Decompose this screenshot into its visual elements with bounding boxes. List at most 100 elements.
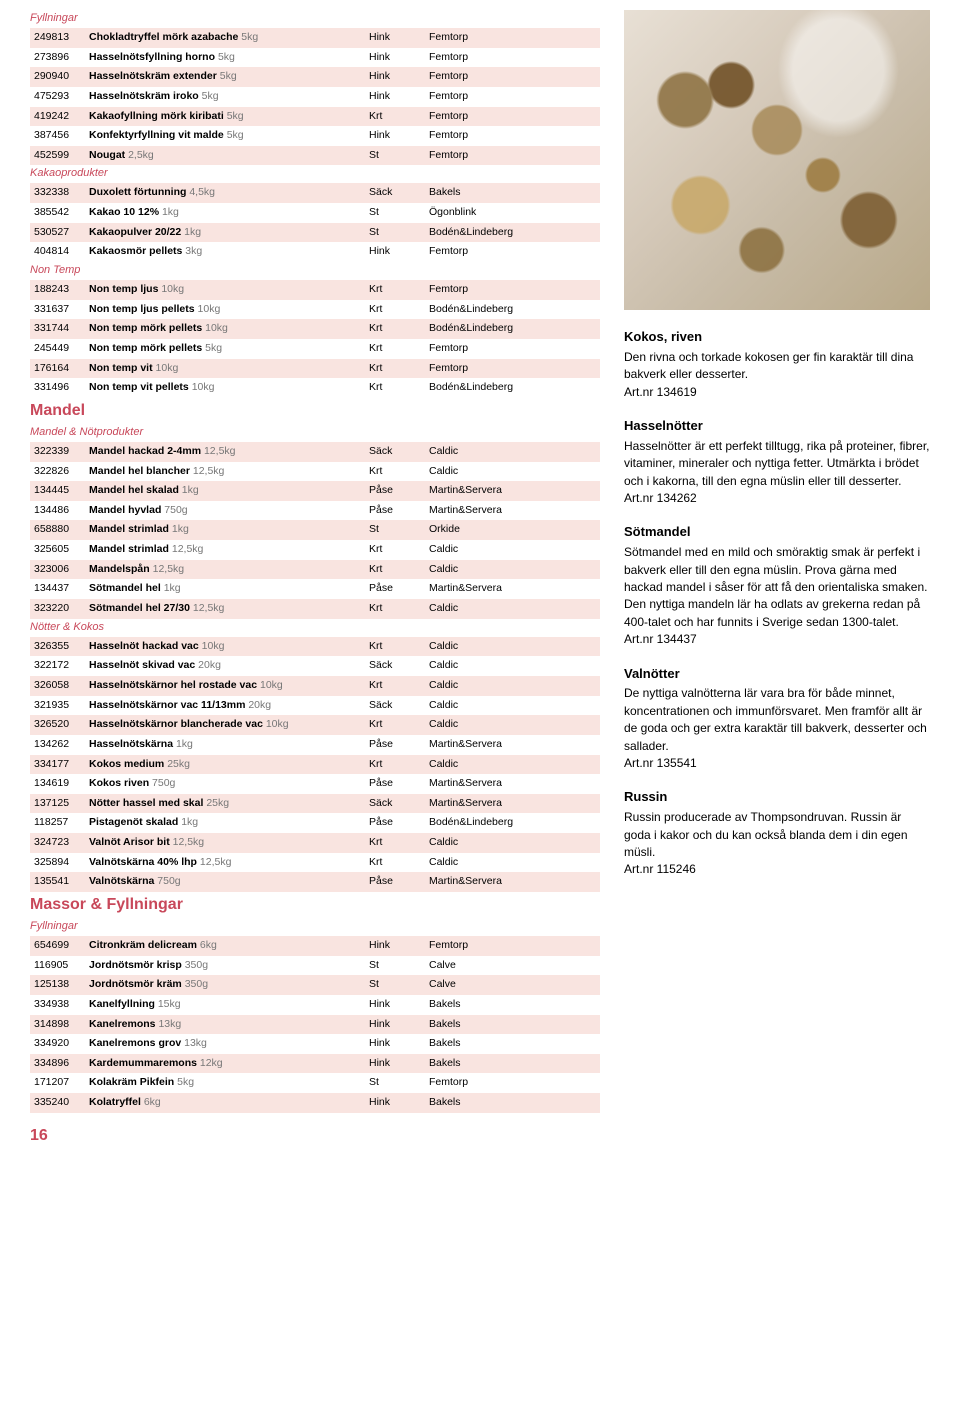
- product-supplier: Caldic: [425, 599, 600, 619]
- product-id: 134619: [30, 774, 85, 794]
- product-supplier: Caldic: [425, 442, 600, 462]
- table-row: 273896Hasselnötsfyllning horno 5kgHinkFe…: [30, 48, 600, 68]
- product-id: 387456: [30, 126, 85, 146]
- table-row: 334920Kanelremons grov 13kgHinkBakels: [30, 1034, 600, 1054]
- product-unit: Påse: [365, 481, 425, 501]
- product-name: Valnöt Arisor bit 12,5kg: [85, 833, 315, 853]
- product-unit: Krt: [365, 462, 425, 482]
- table-row: 324723Valnöt Arisor bit 12,5kgKrtCaldic: [30, 833, 600, 853]
- product-id: 326520: [30, 715, 85, 735]
- info-artnr: Art.nr 134619: [624, 384, 930, 401]
- product-unit: Krt: [365, 560, 425, 580]
- product-supplier: Femtorp: [425, 126, 600, 146]
- product-id: 249813: [30, 28, 85, 48]
- product-id: 176164: [30, 359, 85, 379]
- product-name: Non temp mörk pellets 10kg: [85, 319, 315, 339]
- product-supplier: Bodén&Lindeberg: [425, 813, 600, 833]
- product-id: 314898: [30, 1015, 85, 1035]
- product-id: 325605: [30, 540, 85, 560]
- table-row: 116905Jordnötsmör krisp 350gStCalve: [30, 956, 600, 976]
- table-row: 134262Hasselnötskärna 1kgPåseMartin&Serv…: [30, 735, 600, 755]
- product-id: 452599: [30, 146, 85, 166]
- product-supplier: Bakels: [425, 995, 600, 1015]
- page-number: 16: [30, 1127, 600, 1145]
- product-name: Non temp vit pellets 10kg: [85, 378, 315, 398]
- product-unit: Säck: [365, 794, 425, 814]
- product-id: 325894: [30, 853, 85, 873]
- product-name: Kakaopulver 20/22 1kg: [85, 223, 315, 243]
- product-supplier: Caldic: [425, 676, 600, 696]
- info-block: ValnötterDe nyttiga valnötterna lär vara…: [624, 665, 930, 773]
- product-unit: Hink: [365, 1054, 425, 1074]
- table-row: 325894Valnötskärna 40% lhp 12,5kgKrtCald…: [30, 853, 600, 873]
- product-name: Jordnötsmör kräm 350g: [85, 975, 315, 995]
- product-name: Non temp ljus pellets 10kg: [85, 300, 315, 320]
- product-supplier: Caldic: [425, 462, 600, 482]
- product-supplier: Femtorp: [425, 146, 600, 166]
- info-body: Hasselnötter är ett perfekt tilltugg, ri…: [624, 438, 930, 490]
- product-id: 290940: [30, 67, 85, 87]
- product-supplier: Femtorp: [425, 339, 600, 359]
- product-unit: Påse: [365, 579, 425, 599]
- product-id: 331744: [30, 319, 85, 339]
- product-id: 335240: [30, 1093, 85, 1113]
- product-name: Hasselnöt hackad vac 10kg: [85, 637, 315, 657]
- product-id: 530527: [30, 223, 85, 243]
- product-id: 334177: [30, 755, 85, 775]
- product-supplier: Femtorp: [425, 87, 600, 107]
- info-block: Hasselnötter Hasselnötter är ett perfekt …: [624, 417, 930, 507]
- product-unit: Hink: [365, 1034, 425, 1054]
- info-title: Hasselnötter: [624, 417, 930, 436]
- product-id: 334920: [30, 1034, 85, 1054]
- product-unit: Hink: [365, 87, 425, 107]
- product-supplier: Bodén&Lindeberg: [425, 223, 600, 243]
- product-table-column: Fyllningar249813Chokladtryffel mörk azab…: [30, 10, 600, 1145]
- info-artnr: Art.nr 134437: [624, 631, 930, 648]
- product-id: 245449: [30, 339, 85, 359]
- table-row: 322826Mandel hel blancher 12,5kgKrtCaldi…: [30, 462, 600, 482]
- table-row: 188243Non temp ljus 10kgKrtFemtorp: [30, 280, 600, 300]
- info-body: De nyttiga valnötterna lär vara bra för …: [624, 685, 930, 755]
- product-name: Mandel hel blancher 12,5kg: [85, 462, 315, 482]
- product-unit: Hink: [365, 995, 425, 1015]
- product-supplier: Caldic: [425, 833, 600, 853]
- table-row: 249813Chokladtryffel mörk azabache 5kgHi…: [30, 28, 600, 48]
- info-artnr: Art.nr 115246: [624, 861, 930, 878]
- product-name: Kakaofyllning mörk kiribati 5kg: [85, 107, 315, 127]
- product-unit: Krt: [365, 107, 425, 127]
- product-name: Kardemummaremons 12kg: [85, 1054, 315, 1074]
- info-artnr: Art.nr 135541: [624, 755, 930, 772]
- product-supplier: Caldic: [425, 715, 600, 735]
- product-name: Non temp mörk pellets 5kg: [85, 339, 315, 359]
- product-supplier: Femtorp: [425, 242, 600, 262]
- product-id: 323220: [30, 599, 85, 619]
- product-unit: Påse: [365, 813, 425, 833]
- product-supplier: Caldic: [425, 853, 600, 873]
- product-unit: Hink: [365, 1093, 425, 1113]
- product-id: 137125: [30, 794, 85, 814]
- product-name: Mandel strimlad 12,5kg: [85, 540, 315, 560]
- product-name: Hasselnötskärnor hel rostade vac 10kg: [85, 676, 315, 696]
- product-unit: Säck: [365, 656, 425, 676]
- product-unit: Krt: [365, 833, 425, 853]
- info-title: Valnötter: [624, 665, 930, 684]
- table-row: 134486Mandel hyvlad 750gPåseMartin&Serve…: [30, 501, 600, 521]
- product-unit: Säck: [365, 183, 425, 203]
- product-name: Mandel strimlad 1kg: [85, 520, 315, 540]
- table-row: 245449Non temp mörk pellets 5kgKrtFemtor…: [30, 339, 600, 359]
- product-name: Non temp ljus 10kg: [85, 280, 315, 300]
- table-row: 335240Kolatryffel 6kgHinkBakels: [30, 1093, 600, 1113]
- product-name: Hasselnötskärnor vac 11/13mm 20kg: [85, 696, 315, 716]
- product-name: Valnötskärna 40% lhp 12,5kg: [85, 853, 315, 873]
- table-row: 404814Kakaosmör pellets 3kgHinkFemtorp: [30, 242, 600, 262]
- product-id: 134437: [30, 579, 85, 599]
- section-title: Mandel: [30, 398, 600, 424]
- product-name: Hasselnötskräm extender 5kg: [85, 67, 315, 87]
- product-name: Duxolett förtunning 4,5kg: [85, 183, 315, 203]
- product-id: 116905: [30, 956, 85, 976]
- product-unit: St: [365, 975, 425, 995]
- table-row: 290940Hasselnötskräm extender 5kgHinkFem…: [30, 67, 600, 87]
- table-row: 134437Sötmandel hel 1kgPåseMartin&Server…: [30, 579, 600, 599]
- category-subheader: Fyllningar: [30, 10, 600, 28]
- product-id: 322339: [30, 442, 85, 462]
